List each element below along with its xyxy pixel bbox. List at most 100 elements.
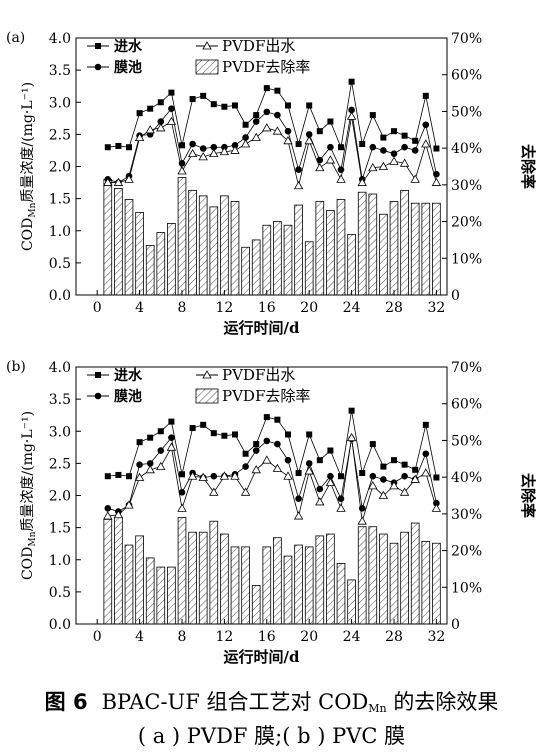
- effluent-point: [368, 481, 378, 490]
- x-tick-label: 4: [135, 629, 144, 645]
- removal-bar: [389, 200, 399, 296]
- effluent-point: [389, 156, 399, 165]
- tank-point: [263, 437, 271, 445]
- figure-caption-title: 图 6 BPAC-UF 组合工艺对 CODMn 的去除效果: [0, 686, 543, 716]
- series-line-circle: [107, 436, 437, 512]
- removal-bar: [368, 526, 378, 625]
- removal-bar: [145, 557, 155, 625]
- effluent-point: [166, 116, 177, 125]
- effluent-point: [357, 177, 367, 186]
- x-tick-label: 0: [93, 629, 102, 645]
- removal-bar: [177, 177, 187, 296]
- effluent-point: [378, 161, 389, 170]
- inlet-point: [380, 463, 387, 470]
- legend-square-marker: [95, 372, 101, 378]
- tank-point: [210, 472, 218, 480]
- inlet-point: [391, 457, 397, 464]
- inlet-point: [401, 132, 408, 139]
- x-tick-label: 32: [427, 300, 445, 316]
- effluent-point: [177, 503, 187, 512]
- effluent-point: [103, 177, 113, 186]
- effluent-point: [272, 126, 283, 135]
- y-tick-label: 1.0: [49, 553, 71, 569]
- legend-circle-marker: [94, 392, 102, 400]
- inlet-point: [412, 137, 419, 144]
- removal-bar: [294, 204, 303, 296]
- effluent-point: [145, 464, 155, 474]
- inlet-point: [168, 418, 175, 425]
- removal-bar: [135, 535, 144, 625]
- effluent-point: [134, 472, 145, 481]
- x-tick-label: 20: [300, 300, 318, 316]
- x-axis-label: 运行时间/d: [224, 319, 300, 337]
- tank-point: [295, 166, 302, 174]
- tank-point: [401, 472, 408, 480]
- inlet-point: [369, 112, 376, 119]
- removal-bar: [315, 535, 325, 625]
- legend-hatch-swatch: [195, 59, 219, 75]
- inlet-point: [221, 432, 228, 439]
- tank-point: [210, 143, 218, 151]
- tank-point: [242, 134, 249, 141]
- removal-bar: [188, 189, 197, 296]
- removal-bar: [177, 517, 187, 625]
- inlet-point: [422, 421, 429, 428]
- effluent-point: [219, 146, 230, 156]
- tank-point: [390, 150, 398, 157]
- removal-bar: [135, 211, 144, 296]
- effluent-point: [230, 145, 240, 154]
- effluent-point: [378, 490, 389, 499]
- removal-bar: [357, 526, 367, 625]
- y2-tick-label: 40%: [451, 470, 482, 486]
- inlet-point: [136, 439, 143, 446]
- x-tick-label: 28: [385, 629, 403, 645]
- removal-bar: [114, 188, 123, 296]
- removal-bar: [336, 563, 346, 625]
- series-line-circle: [107, 107, 437, 183]
- y-tick-label: 2.0: [49, 160, 71, 176]
- effluent-point: [272, 463, 283, 472]
- inlet-point: [168, 89, 175, 96]
- removal-bar: [347, 579, 356, 625]
- removal-bar: [124, 199, 134, 296]
- effluent-point: [156, 123, 166, 132]
- removal-bar: [389, 542, 399, 625]
- y-tick-label: 1.5: [49, 192, 71, 208]
- x-tick-label: 16: [258, 300, 276, 316]
- inlet-point: [200, 421, 207, 428]
- effluent-point: [293, 511, 304, 520]
- tank-point: [231, 141, 239, 149]
- tank-point: [252, 447, 260, 454]
- effluent-point: [389, 481, 399, 490]
- tank-point: [380, 147, 387, 154]
- y2-tick-label: 50%: [451, 433, 482, 449]
- inlet-point: [210, 101, 217, 108]
- removal-bar: [410, 522, 420, 625]
- y2-tick-label: 0: [451, 617, 460, 633]
- tank-point: [263, 108, 271, 116]
- series-line-triangle: [107, 116, 437, 186]
- chart-panel-b: 0.0 0.5 1.0 1.5 2.0 2.5 3.0 3.5 4.0 0 10% 20% 30% 40%…: [6, 359, 537, 666]
- inlet-point: [412, 466, 419, 473]
- y-axis-label-prefix: COD: [20, 218, 36, 251]
- tank-point: [305, 131, 313, 138]
- effluent-point: [134, 132, 145, 141]
- inlet-point: [316, 457, 323, 464]
- legend-tank: 膜池: [114, 59, 142, 76]
- inlet-point: [253, 441, 260, 448]
- effluent-point: [336, 503, 346, 512]
- tank-point: [157, 447, 165, 454]
- chart-panel-a: 0.0 0.5 1.0 1.5 2.0 2.5 3.0 3.5 4.0 0 10% 20% 30% 40%…: [6, 30, 537, 337]
- x-tick-label: 0: [93, 300, 102, 316]
- y-tick-label: 4.0: [49, 31, 71, 47]
- x-tick-label: 24: [343, 629, 361, 645]
- tank-point: [305, 460, 313, 467]
- effluent-point: [209, 487, 219, 496]
- tank-point: [284, 127, 292, 135]
- caption-text-post: 的去除效果: [386, 690, 499, 714]
- inlet-point: [433, 145, 440, 152]
- removal-bar: [315, 200, 325, 296]
- effluent-point: [230, 471, 240, 480]
- legend-hatch-swatch: [195, 388, 219, 404]
- y-tick-label: 3.0: [49, 424, 71, 440]
